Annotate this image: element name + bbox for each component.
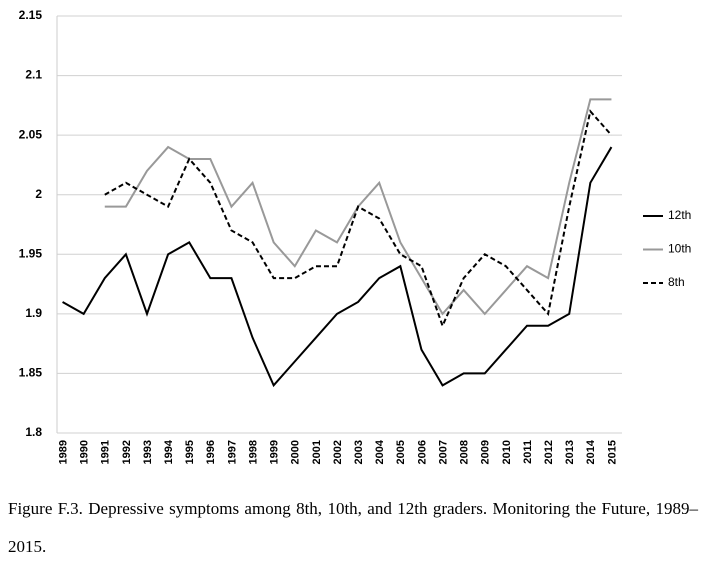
- y-tick-label: 1.9: [25, 306, 42, 320]
- series-line: [104, 109, 613, 329]
- x-tick-label: 2010: [501, 440, 513, 464]
- y-tick-label: 1.95: [19, 246, 43, 260]
- x-tick-label: 2004: [374, 439, 386, 464]
- x-tick-label: 1999: [269, 440, 281, 464]
- x-tick-label: 2003: [353, 440, 365, 464]
- x-tick-label: 2011: [522, 440, 534, 464]
- x-tick-label: 2008: [459, 440, 471, 464]
- x-tick-label: 1990: [79, 440, 91, 464]
- x-tick-label: 2013: [564, 440, 576, 464]
- x-tick-label: 1998: [247, 440, 259, 464]
- y-tick-label: 2: [35, 187, 42, 201]
- x-tick-label: 1995: [184, 440, 196, 464]
- y-tick-label: 2.05: [19, 127, 43, 141]
- legend-label: 10th: [668, 242, 691, 256]
- x-tick-label: 1994: [163, 439, 175, 464]
- x-tick-label: 2012: [543, 440, 555, 464]
- x-tick-label: 1992: [121, 440, 133, 464]
- x-tick-label: 1989: [57, 440, 69, 464]
- y-tick-label: 2.15: [19, 8, 43, 22]
- x-tick-label: 1993: [142, 440, 154, 464]
- x-tick-label: 1996: [205, 440, 217, 464]
- x-tick-label: 2005: [395, 440, 407, 464]
- x-tick-label: 2014: [585, 439, 597, 464]
- x-tick-label: 2007: [437, 440, 449, 464]
- x-tick-label: 2009: [480, 440, 492, 464]
- x-tick-label: 2015: [606, 440, 618, 464]
- x-tick-label: 2006: [416, 440, 428, 464]
- legend-label: 8th: [668, 275, 685, 289]
- y-tick-label: 1.85: [19, 366, 43, 380]
- series-line: [62, 146, 613, 388]
- y-tick-label: 1.8: [25, 425, 42, 439]
- legend-label: 12th: [668, 208, 691, 222]
- x-tick-label: 2001: [311, 440, 323, 464]
- x-tick-label: 1991: [100, 440, 112, 464]
- caption: Figure F.3. Depressive symptoms among 8t…: [8, 499, 698, 556]
- x-tick-label: 2000: [290, 440, 302, 464]
- x-tick-label: 2002: [332, 440, 344, 464]
- x-tick-label: 1997: [226, 440, 238, 464]
- y-tick-label: 2.1: [25, 68, 42, 82]
- chart: 1.8 1.85 1.9 1.95 2 2.05 2.1 2.15 1989 1990 1991 19…: [19, 8, 692, 464]
